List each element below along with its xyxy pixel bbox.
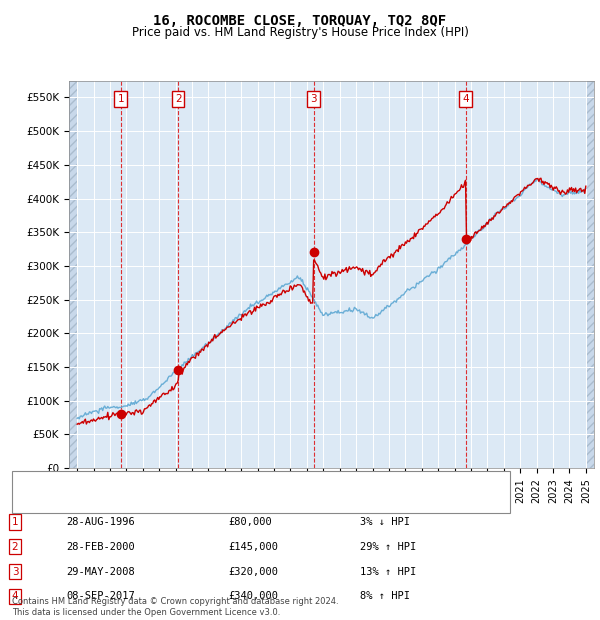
Text: 28-FEB-2000: 28-FEB-2000 [66,542,135,552]
Text: 28-AUG-1996: 28-AUG-1996 [66,517,135,527]
Text: 1: 1 [11,517,19,527]
Text: 16, ROCOMBE CLOSE, TORQUAY, TQ2 8QF (detached house): 16, ROCOMBE CLOSE, TORQUAY, TQ2 8QF (det… [51,477,365,487]
Text: 08-SEP-2017: 08-SEP-2017 [66,591,135,601]
Text: 29-MAY-2008: 29-MAY-2008 [66,567,135,577]
Text: £80,000: £80,000 [228,517,272,527]
Text: 1: 1 [118,94,124,104]
Text: 8% ↑ HPI: 8% ↑ HPI [360,591,410,601]
Text: 13% ↑ HPI: 13% ↑ HPI [360,567,416,577]
Bar [586,81,594,468]
Text: HPI: Average price, detached house, Torbay: HPI: Average price, detached house, Torb… [51,497,278,507]
Text: 2: 2 [11,542,19,552]
Text: Price paid vs. HM Land Registry's House Price Index (HPI): Price paid vs. HM Land Registry's House … [131,26,469,39]
Text: 2: 2 [175,94,182,104]
Text: 3: 3 [11,567,19,577]
Text: Contains HM Land Registry data © Crown copyright and database right 2024.
This d: Contains HM Land Registry data © Crown c… [12,598,338,617]
Text: £320,000: £320,000 [228,567,278,577]
Text: 16, ROCOMBE CLOSE, TORQUAY, TQ2 8QF: 16, ROCOMBE CLOSE, TORQUAY, TQ2 8QF [154,14,446,29]
Text: 3: 3 [310,94,317,104]
Bar [69,81,77,468]
Text: 29% ↑ HPI: 29% ↑ HPI [360,542,416,552]
Text: 3% ↓ HPI: 3% ↓ HPI [360,517,410,527]
Text: 4: 4 [11,591,19,601]
Text: £145,000: £145,000 [228,542,278,552]
Text: 4: 4 [463,94,469,104]
Text: £340,000: £340,000 [228,591,278,601]
